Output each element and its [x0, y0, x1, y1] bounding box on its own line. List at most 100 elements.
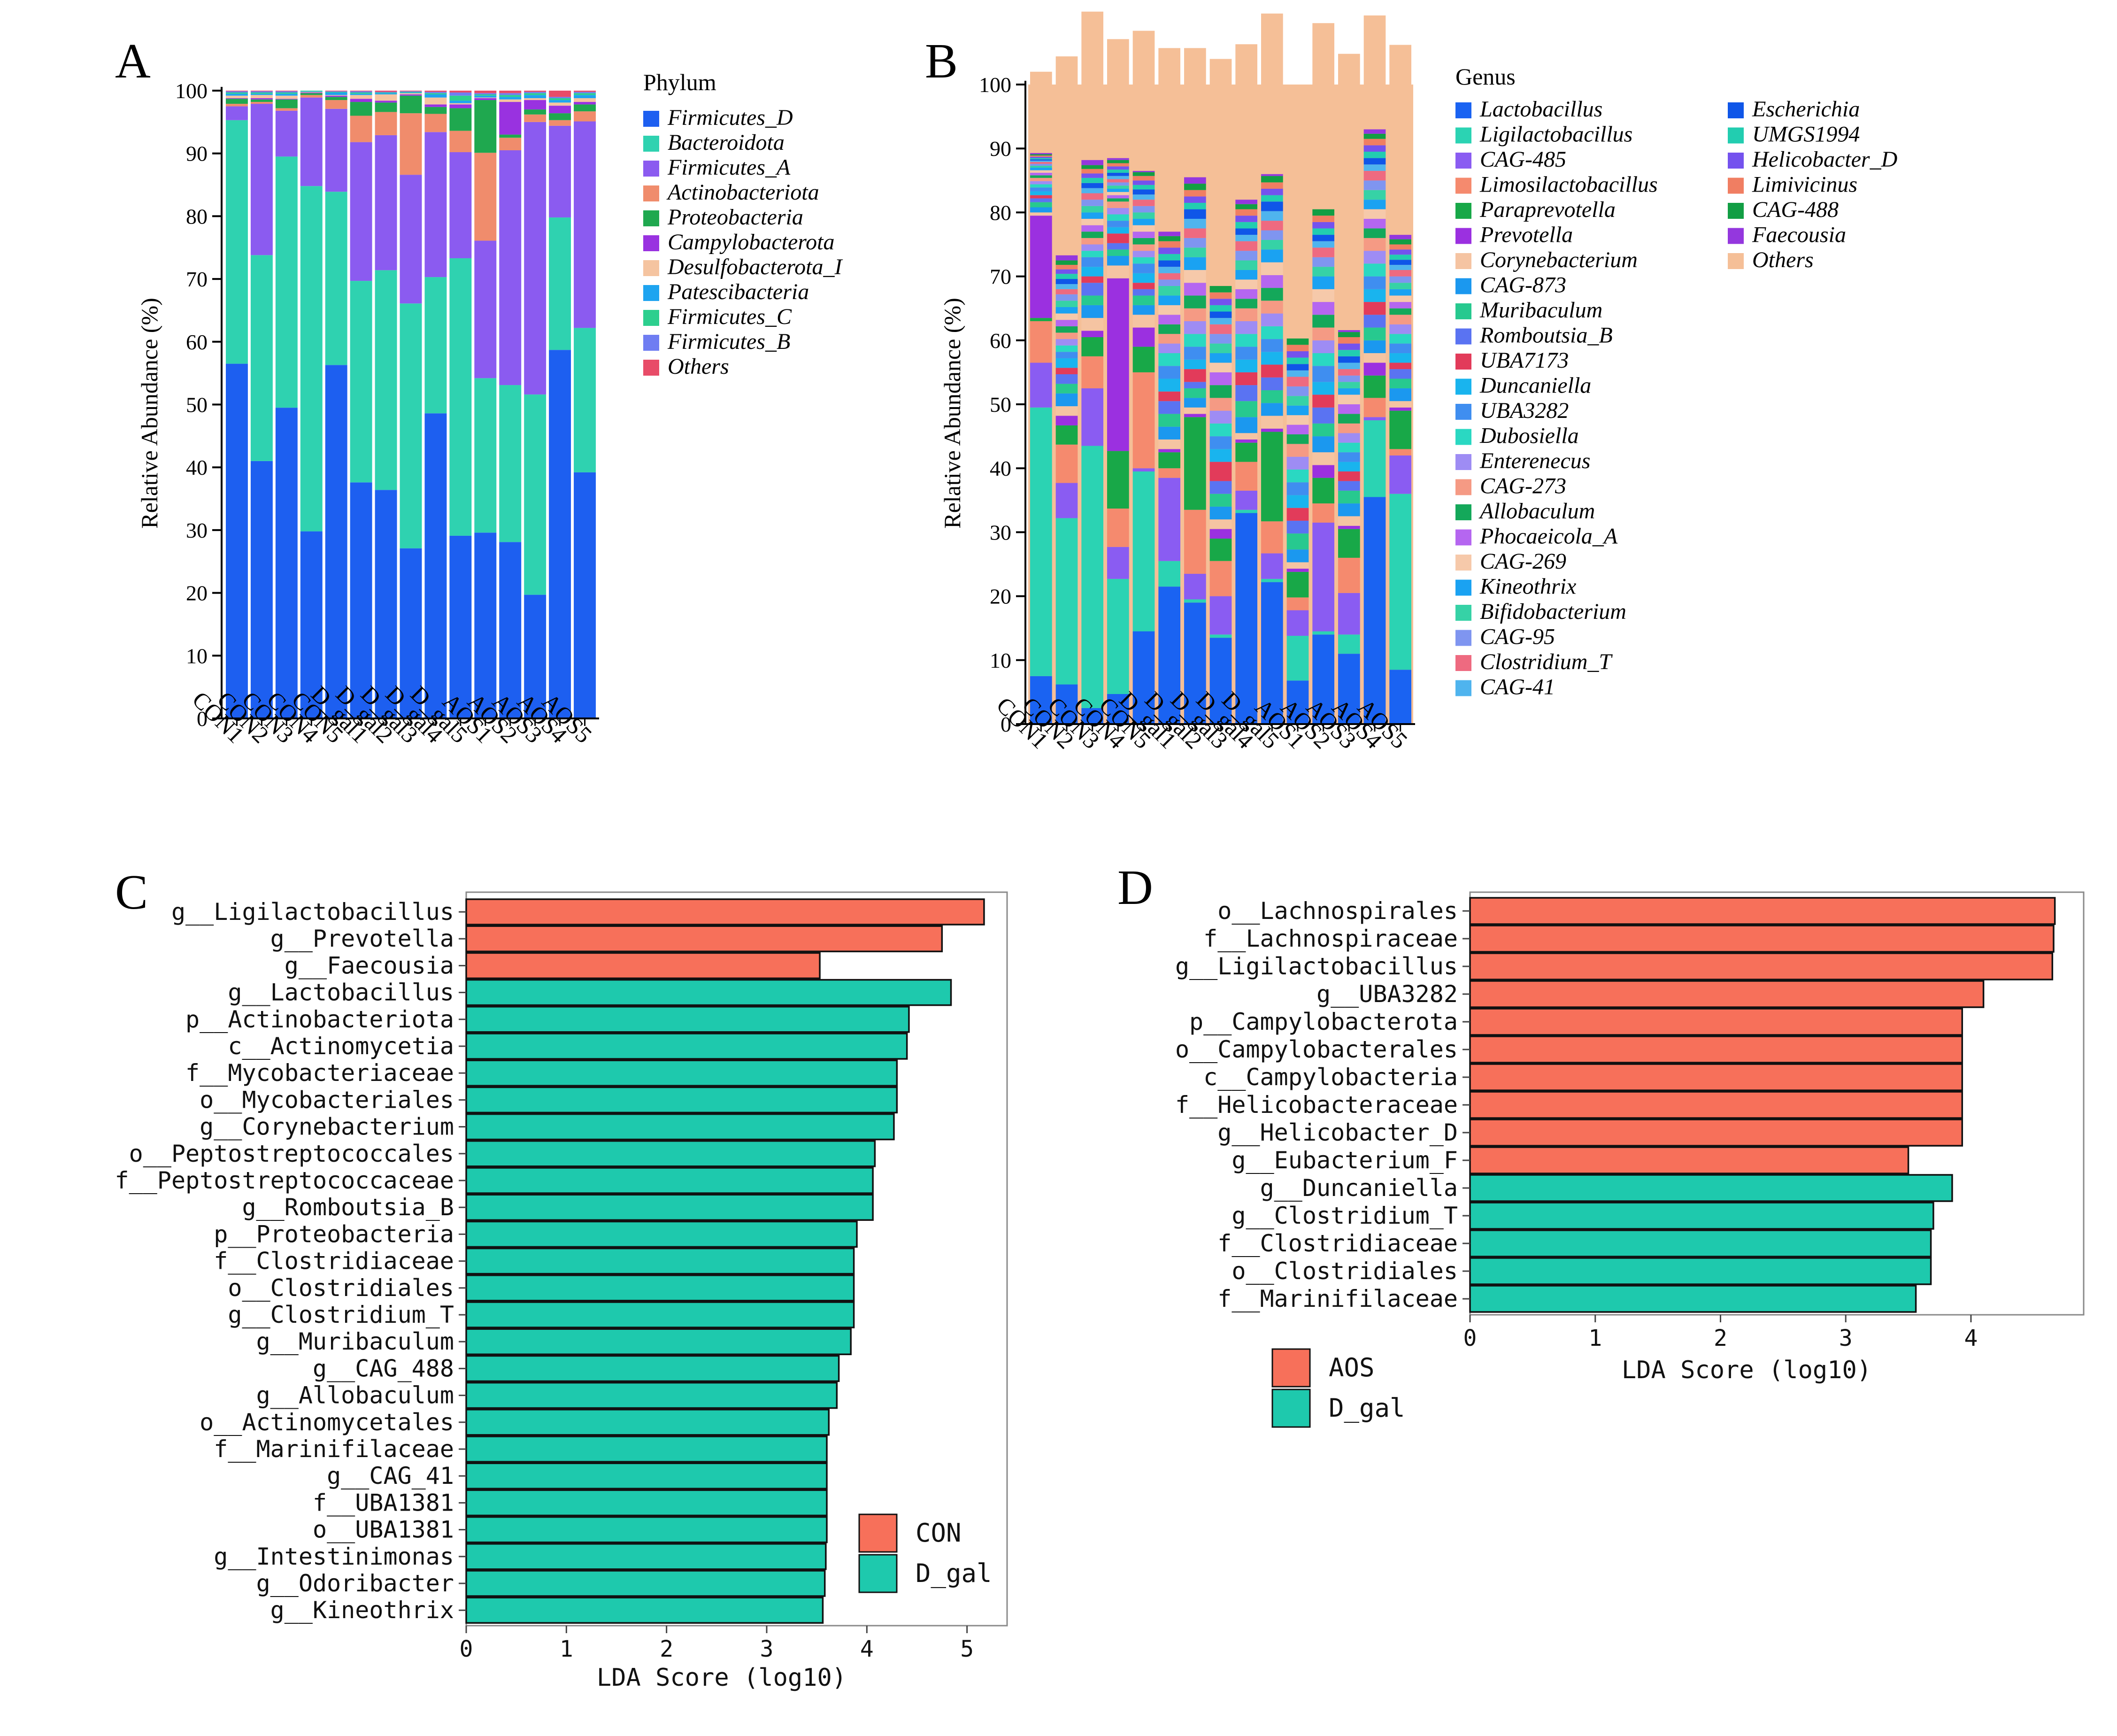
legend-label-cag-41: CAG-41 [1480, 675, 1555, 700]
bar-segment-firmicutes-d-con5 [325, 365, 347, 718]
bar-segment-uba7173-con1 [1030, 195, 1052, 199]
bar-segment-firmicutes-b-aos3 [524, 92, 547, 93]
bar-segment-enterenecus-aos4 [1363, 251, 1386, 264]
bar-segment-allobaculum-con3 [1081, 231, 1103, 238]
bar-segment-cag-95-aos3 [1338, 375, 1360, 382]
bar-segment-cag-873-con1 [1030, 207, 1052, 213]
bar-segment-ligilactobacillus-d-gal3 [1209, 634, 1232, 638]
panel-d-label: D [1117, 860, 1153, 915]
bar-segment-limosilactobacillus-aos3 [1338, 557, 1360, 593]
bar-segment-cag-485-aos5 [1389, 455, 1411, 494]
bar-segment-enterenecus-con2 [1055, 339, 1078, 346]
bar-segment-faecousia-aos5 [1389, 235, 1411, 239]
legend-label-faecousia: Faecousia [1752, 223, 1846, 247]
bar-segment-uba7173-d-gal1 [1158, 391, 1180, 401]
bar-segment-lactobacillus-aos3 [1338, 654, 1360, 724]
bar-segment-lactobacillus-con2 [1055, 684, 1078, 724]
bar-segment-muribaculum-con3 [1081, 295, 1103, 305]
legend-label-enterenecus: Enterenecus [1479, 448, 1590, 473]
bar-segment-bacteroidota-aos3 [524, 394, 547, 595]
legend-label-cag-269: CAG-269 [1480, 549, 1566, 574]
bar-segment-firmicutes-a-aos3 [524, 122, 547, 395]
lda-bar-g-clostridium-t [1469, 1202, 1934, 1230]
bar-segment-umgs1994-con3 [1081, 177, 1103, 183]
bar-segment-uba3282-aos4 [1363, 276, 1386, 289]
bar-segment-lactobacillus-d-gal2 [1184, 602, 1206, 724]
bar-segment-firmicutes-b-con5 [325, 91, 347, 92]
bar-segment-phocaeicola-a-aos4 [1363, 219, 1386, 229]
bar-segment-actinobacteriota-d-gal3 [400, 113, 422, 175]
bar-segment-bacteroidota-aos2 [499, 385, 522, 542]
bar-segment-firmicutes-a-d-gal5 [449, 152, 472, 258]
bar-segment-bacteroidota-d-gal3 [400, 303, 422, 548]
legend-swatch-firmicutes-c [643, 310, 659, 326]
legend-label-ligilactobacillus: Ligilactobacillus [1479, 122, 1632, 147]
bar-segment-ligilactobacillus-d-gal2 [1184, 599, 1206, 603]
lda-bar-label: o__Campylobacterales [1175, 1036, 1458, 1063]
bar-segment-proteobacteria-d-gal1 [350, 102, 372, 116]
bar-segment-cag-488-con5 [1132, 172, 1155, 176]
bar-segment-patescibacteria-aos5 [574, 95, 596, 99]
bar-segment-kineothrix-con4 [1107, 189, 1129, 192]
bar-segment-romboutsia-b-d-gal3 [1209, 481, 1232, 494]
bar-segment-cag-95-con2 [1055, 294, 1078, 301]
bar-segment-paraprevotella-d-gal2 [1184, 417, 1206, 510]
bar-segment-limivicinus-d-gal3 [1209, 292, 1232, 299]
bar-segment-firmicutes-a-aos4 [549, 125, 571, 218]
lda-bar-label: f__Helicobacteraceae [1175, 1091, 1458, 1119]
lda-bar-c-campylobacteria [1469, 1063, 1963, 1091]
bar-segment-firmicutes-d-con2 [250, 461, 273, 718]
legend-swatch-cag-273 [1455, 479, 1471, 495]
bar-segment-proteobacteria-aos5 [574, 104, 596, 112]
bar-segment-bifidobacterium-aos5 [1389, 283, 1411, 289]
bar-segment-faecousia-d-gal1 [1158, 231, 1180, 236]
bar-segment-ligilactobacillus-d-gal5 [1261, 579, 1283, 582]
bar-segment-corynebacterium-aos4 [1363, 353, 1386, 363]
bar-segment-prevotella-aos2 [1312, 465, 1334, 478]
bar-segment-campylobacterota-d-gal1 [350, 99, 372, 102]
panel-d-legend: AOS D_gal [1271, 1348, 1405, 1428]
bar-segment-helicobacter-d-d-gal5 [1261, 189, 1283, 195]
bar-segment-bifidobacterium-d-gal4 [1235, 260, 1257, 270]
legend-swatch-kineothrix [1455, 579, 1471, 596]
bar-segment-uba7173-aos2 [1312, 394, 1334, 408]
legend-swatch-muribaculum [1455, 303, 1471, 319]
lda-bar-label: g__Duncaniella [1260, 1174, 1458, 1202]
bar-segment-umgs1994-d-gal1 [1158, 254, 1180, 261]
panel-d-plot: o__Lachnospiralesf__Lachnospiraceaeg__Li… [1175, 891, 2085, 1351]
bar-segment-kineothrix-d-gal1 [1158, 295, 1180, 305]
bar-segment-kineothrix-d-gal5 [1261, 249, 1283, 262]
panel-a-bars [226, 91, 596, 718]
bar-segment-firmicutes-a-d-gal4 [424, 132, 447, 278]
lda-bar-label: g__Romboutsia_B [242, 1194, 454, 1221]
legend-swatch-phocaeicola-a [1455, 529, 1471, 546]
legend-swatch-dubosiella [1455, 429, 1471, 445]
bar-segment-cag-273-aos4 [1363, 238, 1386, 251]
bar-segment-limosilactobacillus-aos4 [1363, 398, 1386, 417]
bar-segment-actinobacteriota-aos4 [549, 120, 571, 126]
lda-bar-g-clostridium-t [465, 1301, 855, 1328]
legend-label-escherichia: Escherichia [1752, 97, 1860, 122]
legend-label-limosilactobacillus: Limosilactobacillus [1479, 172, 1658, 197]
lda-bar-label: p__Proteobacteria [214, 1220, 454, 1248]
lda-bar-label: f__Mycobacteriaceae [185, 1059, 454, 1087]
bar-segment-romboutsia-b-aos5 [1389, 369, 1411, 379]
bar-segment-cag-488-aos3 [1338, 332, 1360, 337]
legend-swatch-clostridium-t [1455, 655, 1471, 671]
bar-segment-uba3282-d-gal1 [1158, 366, 1180, 379]
bar-segment-corynebacterium-aos2 [1312, 452, 1334, 465]
bar-segment-lactobacillus-d-gal4 [1235, 513, 1257, 724]
y-tick-label: 90 [990, 137, 1011, 161]
bar-segment-cag-485-aos2 [1312, 522, 1334, 632]
bar-segment-cag-485-d-gal3 [1209, 596, 1232, 635]
bar-segment-lactobacillus-d-gal5 [1261, 582, 1283, 724]
lda-bar-g-helicobacter-d [1469, 1119, 1963, 1147]
bar-segment-phocaeicola-a-con4 [1107, 195, 1129, 199]
x-tick-label: 4 [1964, 1325, 1978, 1351]
bar-segment-desulfobacterota-i-con1 [226, 95, 248, 99]
lda-bar-label: g__Corynebacterium [200, 1113, 454, 1141]
bar-segment-clostridium-t-con3 [1081, 193, 1103, 200]
legend-label-campylobacterota: Campylobacterota [668, 230, 835, 255]
legend-label-corynebacterium: Corynebacterium [1480, 247, 1638, 272]
